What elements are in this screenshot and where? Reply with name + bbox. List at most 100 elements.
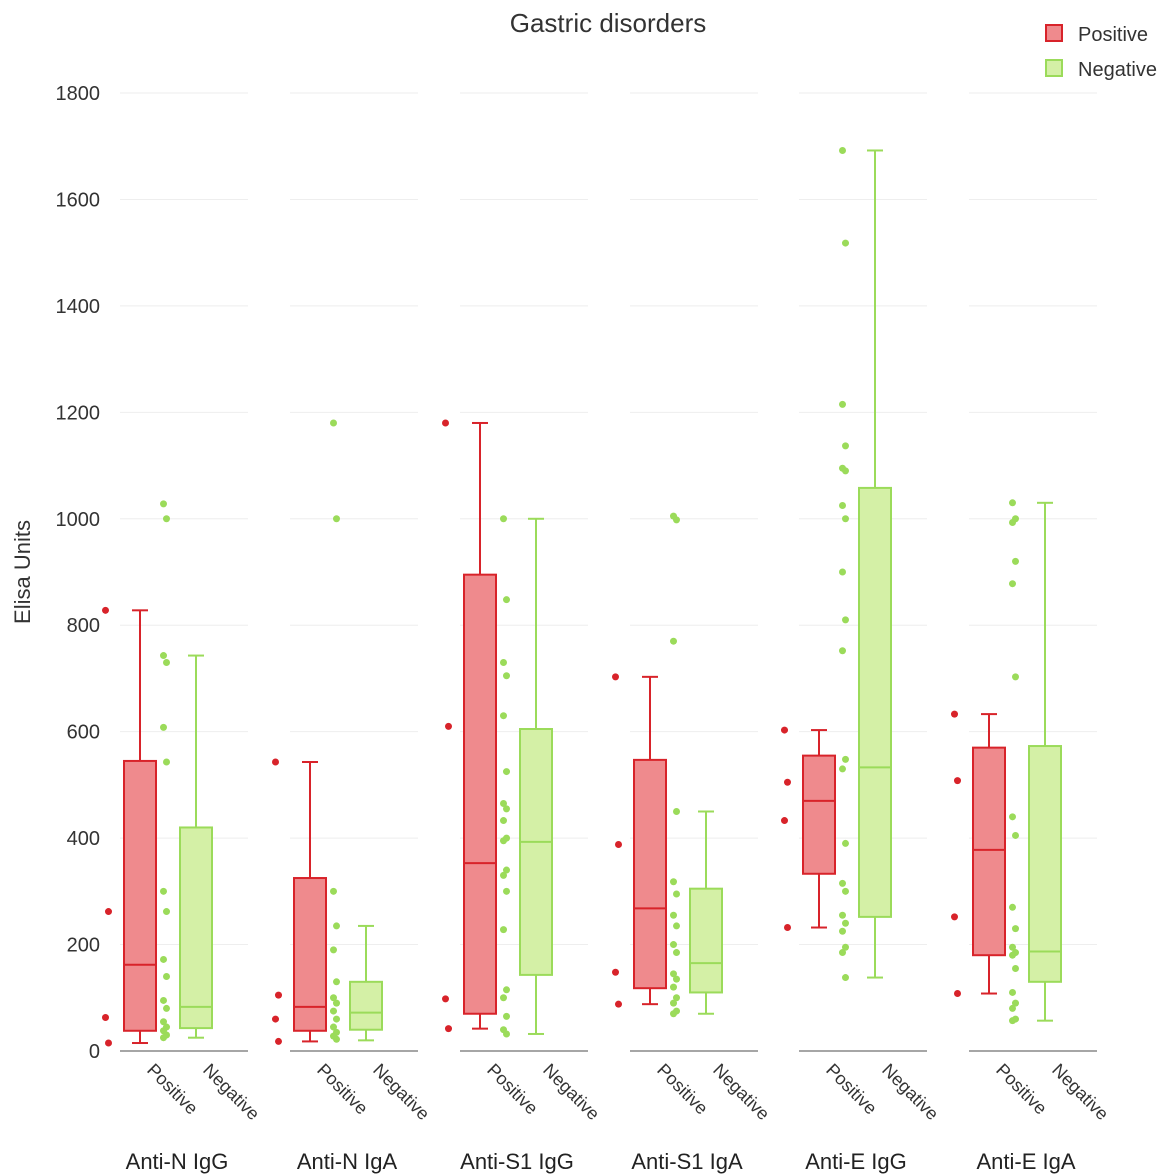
legend-label-negative: Negative: [1078, 59, 1157, 81]
negative-data-point: [670, 637, 677, 645]
negative-data-point: [1009, 951, 1016, 959]
x-tick-label: Positive: [822, 1060, 881, 1119]
negative-data-point: [1009, 519, 1016, 527]
negative-data-point: [160, 500, 167, 508]
positive-box: [633, 758, 667, 990]
negative-data-point: [160, 996, 167, 1004]
negative-data-point: [1009, 1004, 1016, 1012]
negative-data-point: [333, 515, 340, 523]
negative-data-point: [842, 887, 849, 895]
negative-data-point: [842, 755, 849, 763]
y-tick-label: 400: [67, 828, 100, 850]
negative-data-point: [842, 839, 849, 847]
positive-data-point: [615, 840, 622, 848]
negative-data-point: [1012, 673, 1019, 681]
negative-data-point: [503, 672, 510, 680]
negative-data-point: [670, 999, 677, 1007]
negative-data-point: [839, 765, 846, 773]
y-tick-label: 1200: [56, 402, 101, 424]
x-tick-label: Positive: [313, 1060, 372, 1119]
negative-data-point: [1012, 557, 1019, 565]
negative-data-point: [500, 994, 507, 1002]
negative-data-point: [842, 515, 849, 523]
negative-data-point: [503, 768, 510, 776]
negative-data-point: [1009, 988, 1016, 996]
negative-box: [179, 826, 213, 1030]
positive-box: [123, 759, 157, 1032]
negative-data-point: [500, 712, 507, 720]
y-tick-label: 1600: [56, 189, 101, 211]
negative-data-point: [839, 927, 846, 935]
positive-data-point: [784, 924, 791, 932]
x-tick-label: Negative: [709, 1060, 773, 1124]
negative-data-point: [670, 1010, 677, 1018]
negative-data-point: [500, 515, 507, 523]
negative-data-point: [1009, 499, 1016, 507]
panel-label: Anti-N IgA: [297, 1149, 398, 1174]
y-tick-label: 1000: [56, 509, 101, 531]
x-tick-label: Negative: [878, 1060, 942, 1124]
negative-data-point: [163, 515, 170, 523]
chart-title: Gastric disorders: [510, 8, 707, 38]
x-tick-label: Negative: [199, 1060, 263, 1124]
negative-data-point: [330, 1023, 337, 1031]
positive-data-point: [445, 722, 452, 730]
negative-data-point: [503, 805, 510, 813]
negative-data-point: [503, 1012, 510, 1020]
negative-data-point: [1009, 580, 1016, 588]
negative-data-point: [839, 501, 846, 509]
positive-box: [293, 877, 327, 1032]
x-tick-label: Negative: [1048, 1060, 1112, 1124]
negative-data-point: [330, 994, 337, 1002]
legend-swatch-positive: [1045, 24, 1063, 42]
negative-data-point: [160, 887, 167, 895]
y-tick-label: 0: [89, 1041, 100, 1063]
negative-data-point: [503, 866, 510, 874]
negative-box: [349, 980, 383, 1031]
negative-data-point: [842, 943, 849, 951]
negative-data-point: [673, 890, 680, 898]
negative-data-point: [160, 955, 167, 963]
x-tick-label: Positive: [653, 1060, 712, 1119]
negative-data-point: [163, 972, 170, 980]
negative-data-point: [673, 975, 680, 983]
positive-data-point: [105, 1039, 112, 1047]
negative-data-point: [670, 983, 677, 991]
negative-data-point: [1012, 965, 1019, 973]
negative-data-point: [163, 758, 170, 766]
negative-data-point: [842, 467, 849, 475]
positive-box: [972, 746, 1006, 957]
positive-data-point: [954, 990, 961, 998]
negative-data-point: [842, 616, 849, 624]
positive-data-point: [105, 908, 112, 916]
negative-data-point: [333, 978, 340, 986]
positive-data-point: [275, 1037, 282, 1045]
negative-data-point: [1009, 1017, 1016, 1025]
positive-data-point: [612, 968, 619, 976]
positive-box: [463, 573, 497, 1015]
y-axis-label: Elisa Units: [10, 520, 35, 624]
negative-data-point: [839, 146, 846, 154]
negative-data-point: [1009, 943, 1016, 951]
negative-data-point: [500, 658, 507, 666]
negative-data-point: [670, 878, 677, 886]
negative-data-point: [673, 949, 680, 957]
negative-data-point: [333, 999, 340, 1007]
negative-data-point: [673, 516, 680, 524]
y-tick-label: 1400: [56, 296, 101, 318]
panel-label: Anti-N IgG: [126, 1149, 229, 1174]
negative-data-point: [333, 922, 340, 930]
negative-data-point: [839, 400, 846, 408]
negative-box: [689, 887, 723, 994]
negative-box: [858, 486, 892, 918]
positive-data-point: [445, 1025, 452, 1033]
negative-box: [1028, 745, 1062, 983]
positive-data-point: [442, 995, 449, 1003]
negative-data-point: [500, 817, 507, 825]
x-tick-label: Positive: [992, 1060, 1051, 1119]
negative-data-point: [503, 887, 510, 895]
